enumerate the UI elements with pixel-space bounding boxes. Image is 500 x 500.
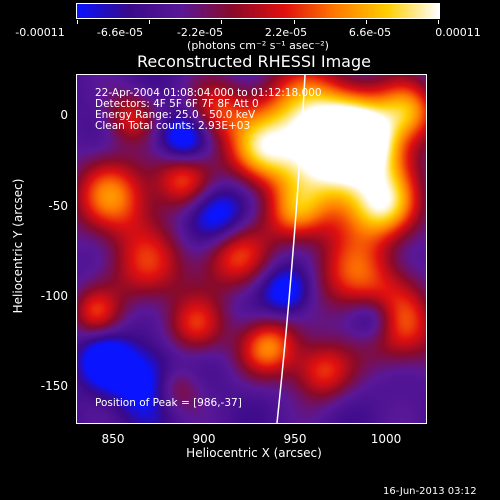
y-tick-label: -150: [40, 379, 68, 393]
x-tick-label: 900: [192, 432, 216, 446]
y-axis-label: Heliocentric Y (arcsec): [11, 178, 25, 314]
info-energy-range: Energy Range: 25.0 - 50.0 keV: [95, 109, 256, 121]
y-tick-label: -100: [40, 289, 68, 303]
colorbar-tick-label: 6.6e-05: [348, 26, 392, 39]
colorbar-tick-label: 0.00011: [435, 26, 481, 39]
colorbar-tick: [438, 20, 439, 24]
peak-position: Position of Peak = [986,-37]: [95, 397, 242, 409]
info-clean-counts: Clean Total counts: 2.93E+03: [95, 120, 251, 132]
x-axis-label: Heliocentric X (arcsec): [186, 446, 322, 460]
image-heatmap: [77, 75, 426, 423]
colorbar-tick: [221, 20, 222, 24]
limb-line: [276, 75, 306, 423]
plot-title: Reconstructed RHESSI Image: [137, 52, 371, 71]
colorbar-tick-label: -2.2e-05: [176, 26, 224, 39]
colorbar-tick: [294, 20, 295, 24]
y-tick-label: 0: [60, 108, 68, 122]
info-time-range: 22-Apr-2004 01:08:04.000 to 01:12:18.000: [95, 87, 322, 99]
x-tick-label: 1000: [370, 432, 402, 446]
colorbar-tick: [149, 20, 150, 24]
rhessi-image: [76, 74, 427, 424]
colorbar-units: (photons cm⁻² s⁻¹ asec⁻²): [187, 39, 329, 52]
colorbar: [76, 3, 440, 19]
x-tick-label: 950: [283, 432, 307, 446]
solar-limb: [276, 75, 306, 423]
colorbar-tick-label: 2.2e-05: [264, 26, 308, 39]
colorbar-tick: [77, 20, 78, 24]
colorbar-tick-label: -0.00011: [15, 26, 65, 39]
footer-timestamp: 16-Jun-2013 03:12: [383, 486, 477, 497]
info-detectors: Detectors: 4F 5F 6F 7F 8F Att 0: [95, 98, 259, 110]
y-tick-label: -50: [48, 199, 68, 213]
colorbar-tick: [366, 20, 367, 24]
x-tick-label: 850: [101, 432, 125, 446]
colorbar-tick-label: -6.6e-05: [96, 26, 144, 39]
